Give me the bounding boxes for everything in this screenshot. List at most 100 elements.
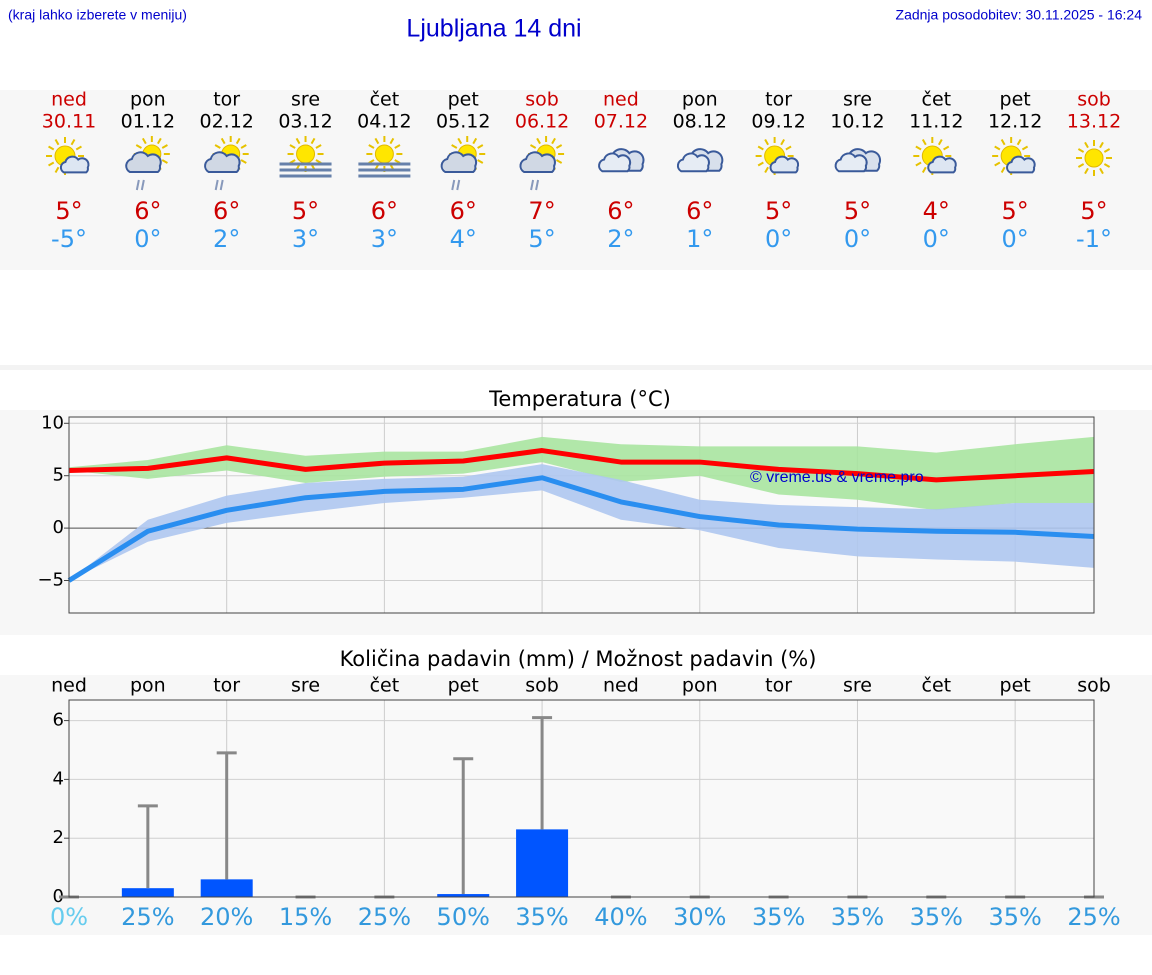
x-tick-label: sre bbox=[291, 675, 320, 697]
separator bbox=[0, 365, 1152, 370]
sun-ray bbox=[389, 137, 395, 145]
min-temp: 2° bbox=[607, 225, 634, 253]
y-tick-label: 2 bbox=[53, 827, 64, 848]
probability-label: 0% bbox=[50, 903, 88, 931]
plot-border bbox=[68, 699, 1095, 898]
max-temp: 5° bbox=[1080, 197, 1107, 225]
day-date: 10.12 bbox=[830, 111, 884, 133]
probability-label: 35% bbox=[752, 903, 805, 931]
y-tick-label: 0 bbox=[53, 886, 64, 907]
weather-icon bbox=[913, 137, 957, 175]
y-tick-label: 0 bbox=[53, 517, 64, 538]
day-name: sre bbox=[291, 89, 320, 111]
sun-ray bbox=[536, 137, 541, 145]
x-tick-label: pon bbox=[130, 675, 166, 697]
sun-ray bbox=[1021, 145, 1029, 151]
day-date: 02.12 bbox=[199, 111, 253, 133]
range-band bbox=[69, 436, 1094, 511]
sun-ray bbox=[214, 144, 221, 149]
day-name: tor bbox=[213, 89, 240, 111]
weather-icon bbox=[279, 136, 332, 178]
min-temp: -1° bbox=[1076, 225, 1112, 253]
day-name: ned bbox=[603, 89, 639, 111]
x-tick-label: tor bbox=[765, 675, 792, 697]
rain bbox=[530, 179, 535, 191]
cloud bbox=[204, 151, 241, 173]
x-tick-label: čet bbox=[370, 675, 400, 697]
x-tick-label: pon bbox=[682, 675, 718, 697]
min-temp: 0° bbox=[844, 225, 871, 253]
day-name: pet bbox=[448, 89, 479, 111]
sun-ray bbox=[156, 137, 162, 145]
max-temp: 5° bbox=[55, 197, 82, 225]
weather-icon bbox=[676, 148, 724, 173]
sun-ray bbox=[551, 137, 556, 145]
min-temp: 3° bbox=[292, 225, 319, 253]
max-temp: 6° bbox=[686, 197, 713, 225]
weather-icon bbox=[1076, 140, 1112, 176]
day-date: 06.12 bbox=[515, 111, 569, 133]
rain bbox=[451, 179, 456, 191]
cloud bbox=[834, 152, 868, 173]
max-temp: 7° bbox=[528, 197, 555, 225]
sun-ray bbox=[915, 161, 922, 167]
weather-icon bbox=[992, 137, 1036, 175]
sun-ray bbox=[48, 161, 55, 167]
sun-ray bbox=[555, 159, 563, 164]
sun-ray bbox=[75, 145, 82, 151]
x-tick-label: sre bbox=[843, 675, 872, 697]
sun-ray bbox=[915, 145, 922, 151]
plot-area bbox=[69, 700, 1094, 897]
day-name: čet bbox=[922, 89, 952, 111]
temp-line bbox=[68, 448, 1095, 483]
y-tick-label: 5 bbox=[53, 465, 64, 486]
day-name: pon bbox=[130, 89, 166, 111]
max-temp: 6° bbox=[134, 197, 161, 225]
bar bbox=[437, 894, 490, 897]
sun-ray bbox=[1103, 163, 1111, 168]
range-band bbox=[69, 464, 1094, 581]
sun-ray bbox=[394, 144, 401, 149]
weather-icon bbox=[755, 137, 800, 175]
probability-label: 25% bbox=[121, 903, 174, 931]
x-tick-label: pet bbox=[1000, 675, 1031, 697]
sun-ray bbox=[235, 137, 241, 145]
sun-ray bbox=[994, 145, 1001, 151]
sun-ray bbox=[1077, 163, 1085, 168]
min-temp: 2° bbox=[213, 225, 240, 253]
cloud bbox=[59, 155, 90, 174]
day-name: ned bbox=[51, 89, 87, 111]
x-tick-label: tor bbox=[213, 675, 240, 697]
sun-ray bbox=[943, 145, 950, 151]
day-name: čet bbox=[370, 89, 400, 111]
x-tick-label: ned bbox=[51, 675, 87, 697]
cloud bbox=[125, 151, 162, 173]
sun-ray bbox=[1099, 141, 1104, 149]
sun-ray bbox=[1016, 139, 1022, 146]
max-temp: 6° bbox=[213, 197, 240, 225]
sun-ray bbox=[764, 139, 769, 146]
min-temp: -5° bbox=[51, 225, 87, 253]
forecast-band bbox=[0, 90, 1152, 270]
sun-ray bbox=[310, 137, 316, 145]
max-temp: 4° bbox=[923, 197, 950, 225]
sun-ray bbox=[295, 137, 301, 145]
y-tick-label: 4 bbox=[53, 768, 64, 789]
day-date: 30.11 bbox=[42, 111, 96, 133]
day-date: 11.12 bbox=[909, 111, 963, 133]
chart-title: Temperatura (°C) bbox=[488, 387, 671, 411]
weather-icon bbox=[125, 136, 170, 191]
weather-icon bbox=[440, 136, 486, 191]
probability-label: 50% bbox=[437, 903, 490, 931]
sun-ray bbox=[1103, 148, 1111, 153]
day-date: 08.12 bbox=[673, 111, 727, 133]
probability-label: 35% bbox=[831, 903, 884, 931]
cloud bbox=[519, 151, 556, 173]
cloud bbox=[598, 152, 632, 173]
weather-icon bbox=[46, 137, 90, 175]
bar bbox=[516, 829, 569, 897]
page-title: Ljubljana 14 dni bbox=[406, 15, 581, 43]
rain bbox=[140, 179, 145, 191]
sun-ray bbox=[1000, 166, 1006, 173]
x-tick-label: pet bbox=[448, 675, 479, 697]
